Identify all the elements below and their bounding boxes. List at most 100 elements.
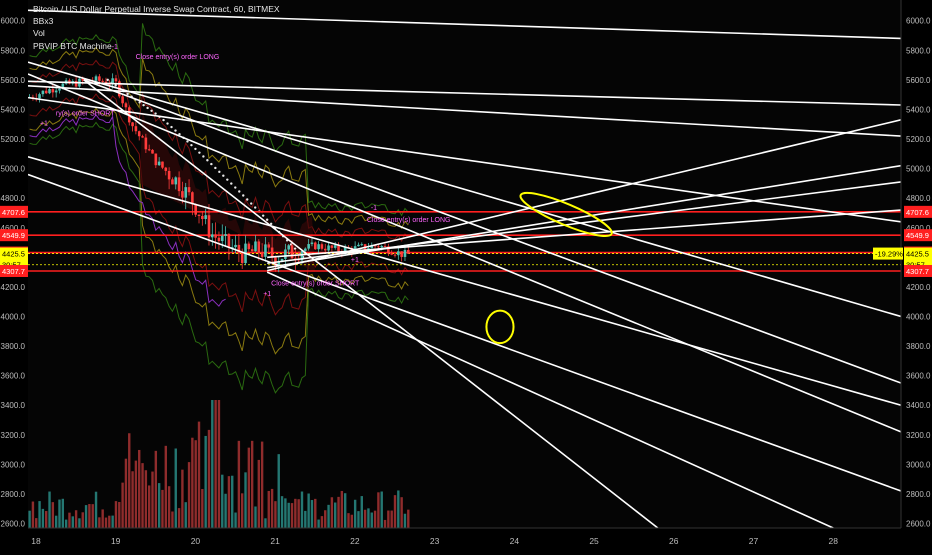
x-tick-label: 23: [430, 536, 440, 546]
volume-bar: [184, 502, 187, 528]
y-tick-label-left: 3800.0: [1, 342, 26, 351]
x-tick-label: 26: [669, 536, 679, 546]
volume-bar: [161, 489, 164, 528]
volume-bar: [407, 509, 410, 528]
candle-body: [204, 215, 207, 220]
candle-body: [124, 103, 128, 108]
psar-dot: [146, 106, 149, 110]
candle-body: [317, 244, 320, 250]
candle-body: [313, 242, 317, 250]
psar-dot: [214, 166, 217, 170]
trendline: [28, 173, 901, 492]
volume-bar: [237, 440, 241, 528]
candle-body: [250, 249, 254, 252]
volume-bar: [320, 516, 324, 528]
y-tick-label-left: 4800.0: [1, 194, 26, 203]
candle-body: [197, 214, 201, 216]
psar-dot: [170, 125, 173, 129]
psar-dot: [250, 202, 253, 205]
volume-bar: [114, 501, 118, 528]
volume-bar: [310, 500, 314, 528]
volume-bar: [240, 493, 244, 528]
y-tick-label-left: 5400.0: [1, 105, 26, 114]
highlight-ellipses[interactable]: [485, 186, 615, 345]
y-tick-label-left: 5000.0: [1, 165, 26, 174]
psar-dot: [194, 147, 197, 151]
volume-bar: [51, 502, 55, 528]
volume-bar: [144, 470, 148, 528]
candle-body: [290, 245, 294, 259]
legend-title: Bitcoin / US Dollar Perpetual Inverse Sw…: [33, 4, 280, 14]
y-tick-label-right: 3800.0: [906, 342, 931, 351]
x-tick-label: 24: [510, 536, 520, 546]
psar-dot: [234, 186, 237, 189]
volume-bar: [151, 471, 154, 528]
volume-bar: [290, 503, 294, 528]
candle-body: [187, 187, 191, 193]
candle-body: [287, 245, 291, 250]
candle-body: [54, 90, 58, 93]
volume-bar: [207, 429, 211, 528]
psar-dot: [218, 170, 221, 174]
legend-indicator-pbvip: PBVIP BTC Machine: [33, 40, 112, 51]
trendline: [28, 80, 901, 106]
volume-bar: [284, 498, 287, 528]
x-tick-label: 28: [828, 536, 838, 546]
candle-body: [121, 96, 124, 104]
psar-dot: [190, 143, 193, 147]
trendline: [83, 79, 659, 528]
volume-bar: [174, 448, 177, 528]
psar-dot: [206, 159, 209, 162]
volume-bar: [403, 513, 407, 528]
candle-body: [131, 122, 134, 127]
volume-bar: [81, 512, 84, 528]
candle-body: [230, 247, 234, 249]
candle-body: [327, 245, 330, 251]
trendlines[interactable]: [28, 9, 901, 528]
psar-dot: [261, 214, 265, 217]
candle-body: [111, 78, 114, 85]
volume-bar: [350, 514, 354, 528]
price-badge-left-label: 4707.6: [2, 208, 25, 217]
candle-body: [257, 241, 261, 253]
candle-body: [337, 245, 340, 252]
volume-bar: [297, 499, 300, 528]
y-tick-label-right: 2600.0: [906, 520, 931, 529]
y-tick-label-right: 5200.0: [906, 135, 931, 144]
volume-bar: [343, 493, 347, 528]
volume-bar: [353, 499, 357, 528]
volume-bar: [94, 491, 98, 528]
trendline: [267, 164, 901, 269]
price-badge-right: [904, 229, 932, 242]
volume-bar: [221, 474, 224, 528]
volume-bar: [58, 499, 61, 528]
trendline: [28, 61, 901, 318]
candle-body: [137, 131, 141, 137]
volume-bar: [360, 496, 363, 528]
volume-bar: [111, 515, 114, 528]
volume-bar: [304, 510, 307, 528]
candle-body: [383, 245, 387, 247]
volume-bar: [231, 475, 234, 528]
psar-dot: [106, 78, 109, 82]
candle-body: [177, 177, 181, 192]
volume-bars: [28, 400, 410, 528]
volume-bar: [327, 504, 330, 528]
y-tick-label-right: 3000.0: [906, 460, 931, 469]
x-tick-label: 27: [749, 536, 759, 546]
candle-body: [267, 244, 271, 248]
volume-bar: [287, 502, 290, 528]
legend-indicator-bb: BBx3: [33, 16, 54, 27]
volume-bar: [41, 508, 45, 528]
volume-bar: [370, 512, 373, 528]
volume-bar: [274, 501, 277, 528]
price-badge-left: [0, 205, 28, 218]
y-tick-label-right: 5600.0: [906, 76, 931, 85]
psar-dot: [269, 222, 273, 226]
candle-body: [151, 149, 154, 154]
candle-body: [164, 167, 168, 171]
volume-bar: [134, 460, 138, 528]
volume-bar: [347, 513, 350, 528]
